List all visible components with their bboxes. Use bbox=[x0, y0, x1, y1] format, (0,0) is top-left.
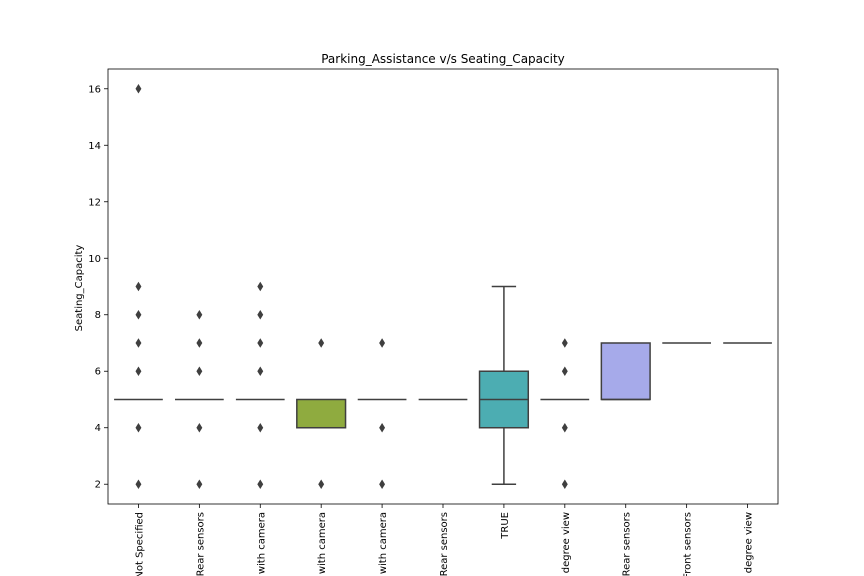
box-group bbox=[296, 338, 347, 489]
x-tick-label: TRUE bbox=[500, 512, 511, 540]
outlier-point bbox=[379, 422, 386, 433]
outlier-point bbox=[379, 479, 386, 489]
box-group bbox=[235, 281, 285, 489]
outlier-point bbox=[561, 366, 568, 377]
outlier-point bbox=[135, 479, 142, 489]
y-tick-label: 6 bbox=[95, 367, 101, 378]
box-group bbox=[600, 342, 651, 401]
outlier-point bbox=[135, 422, 142, 433]
x-tick-label: degree view bbox=[744, 512, 755, 573]
y-tick-label: 2 bbox=[95, 480, 101, 491]
plot-frame bbox=[107, 68, 779, 505]
x-tick-label: Not Specified bbox=[134, 512, 145, 576]
outlier-point bbox=[561, 479, 568, 489]
box-group bbox=[114, 84, 163, 489]
outlier-point bbox=[318, 338, 325, 348]
outlier-point bbox=[135, 338, 142, 348]
x-tick-label: Rear sensors bbox=[195, 512, 206, 576]
box-group bbox=[357, 338, 407, 489]
outlier-point bbox=[257, 422, 264, 433]
x-tick-label: Front sensors bbox=[683, 512, 694, 576]
outlier-point bbox=[257, 479, 264, 489]
box-group bbox=[540, 338, 590, 489]
x-axis: Not Specified Rear sensors with camera with… bbox=[134, 504, 755, 576]
y-axis: 2 4 6 8 10 12 14 16 bbox=[88, 84, 108, 491]
outlier-point bbox=[196, 366, 203, 377]
outlier-point bbox=[196, 309, 203, 320]
y-tick-label: 8 bbox=[95, 310, 101, 321]
box-group bbox=[175, 309, 224, 489]
outlier-point bbox=[196, 479, 203, 489]
outlier-point bbox=[196, 338, 203, 348]
outlier-point bbox=[196, 422, 203, 433]
y-tick-label: 10 bbox=[88, 254, 101, 265]
x-tick-label: with camera bbox=[378, 512, 389, 574]
x-tick-label: Rear sensors bbox=[439, 512, 450, 576]
outlier-point bbox=[257, 366, 264, 377]
outlier-point bbox=[135, 366, 142, 377]
outlier-point bbox=[379, 338, 386, 348]
box-group bbox=[478, 285, 530, 485]
outlier-point bbox=[135, 281, 142, 292]
outlier-point bbox=[257, 281, 264, 292]
x-tick-label: with camera bbox=[317, 512, 328, 574]
x-tick-label: Rear sensors bbox=[622, 512, 633, 576]
y-tick-label: 14 bbox=[88, 141, 101, 152]
outlier-point bbox=[318, 479, 325, 489]
outlier-point bbox=[257, 309, 264, 320]
outlier-point bbox=[135, 84, 142, 94]
y-tick-label: 4 bbox=[95, 423, 101, 434]
x-tick-label: with camera bbox=[256, 512, 267, 574]
y-tick-label: 16 bbox=[88, 84, 101, 95]
x-tick-label: degree view bbox=[561, 512, 572, 573]
outlier-point bbox=[257, 338, 264, 348]
y-axis-title: Seating_Capacity bbox=[74, 245, 85, 332]
box-iqr bbox=[600, 342, 651, 401]
box-iqr bbox=[296, 398, 347, 429]
chart-title: Parking_Assistance v/s Seating_Capacity bbox=[321, 52, 565, 66]
outlier-point bbox=[135, 309, 142, 320]
outlier-point bbox=[561, 422, 568, 433]
outlier-point bbox=[561, 338, 568, 348]
y-tick-label: 12 bbox=[88, 197, 101, 208]
plot-area bbox=[114, 84, 772, 489]
